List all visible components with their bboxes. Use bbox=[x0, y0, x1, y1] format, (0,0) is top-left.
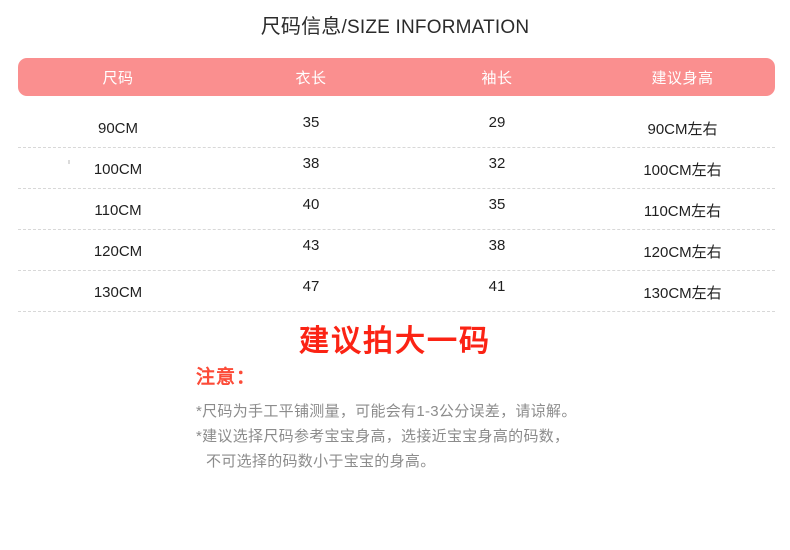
page-title: 尺码信息/SIZE INFORMATION bbox=[0, 14, 790, 41]
table-header-row: 尺码 衣长 袖长 建议身高 bbox=[18, 58, 775, 96]
column-header-length: 衣长 bbox=[295, 69, 327, 87]
notice-line-size-guide: *建议选择尺码参考宝宝身高，选接近宝宝身高的码数， bbox=[196, 428, 570, 445]
cell-sleeve: 41 bbox=[488, 277, 506, 295]
cell-height: 100CM左右 bbox=[643, 161, 722, 179]
column-header-sleeve: 袖长 bbox=[481, 69, 513, 87]
table-row: 90CM 35 29 90CM左右 bbox=[18, 107, 775, 148]
table-row: 100CM 38 32 100CM左右 bbox=[18, 148, 775, 189]
column-header-size: 尺码 bbox=[102, 69, 134, 87]
page-title-en: SIZE INFORMATION bbox=[347, 17, 530, 38]
cell-size: 120CM bbox=[93, 242, 143, 260]
cell-size: 130CM bbox=[93, 283, 143, 301]
cell-length: 38 bbox=[302, 154, 320, 172]
header-gap bbox=[18, 96, 775, 97]
size-up-recommendation: 建议拍大一码 bbox=[299, 325, 491, 358]
cell-length: 43 bbox=[302, 236, 320, 254]
cell-height: 110CM左右 bbox=[643, 202, 722, 220]
size-information-table: 尺码 衣长 袖长 建议身高 90CM 35 29 90CM左右 100CM 38… bbox=[18, 58, 775, 312]
page-title-cn: 尺码信息 bbox=[260, 16, 342, 38]
cell-size: 90CM bbox=[97, 119, 138, 137]
cell-height: 130CM左右 bbox=[643, 284, 722, 302]
cell-sleeve: 38 bbox=[488, 236, 506, 254]
cell-sleeve: 29 bbox=[488, 113, 506, 131]
table-row: 110CM 40 35 110CM左右 bbox=[18, 189, 775, 230]
notice-title: 注意： bbox=[196, 367, 257, 388]
cell-length: 47 bbox=[302, 277, 320, 295]
notice-block: 注意： *尺码为手工平铺测量，可能会有1-3公分误差，请谅解。 *建议选择尺码参… bbox=[196, 362, 636, 474]
scan-artifact bbox=[68, 160, 70, 164]
notice-line-measurement: *尺码为手工平铺测量，可能会有1-3公分误差，请谅解。 bbox=[196, 403, 577, 420]
page-title-separator: / bbox=[341, 17, 347, 38]
cell-size: 110CM bbox=[94, 201, 142, 219]
cell-length: 40 bbox=[302, 195, 320, 213]
cell-height: 90CM左右 bbox=[647, 120, 718, 138]
cell-sleeve: 35 bbox=[488, 195, 506, 213]
column-header-height: 建议身高 bbox=[651, 69, 714, 87]
cell-sleeve: 32 bbox=[488, 154, 506, 172]
cell-size: 100CM bbox=[93, 160, 143, 178]
cell-height: 120CM左右 bbox=[643, 243, 722, 261]
table-row: 120CM 43 38 120CM左右 bbox=[18, 230, 775, 271]
notice-line-size-guide-cont: 不可选择的码数小于宝宝的身高。 bbox=[206, 453, 436, 470]
table-row: 130CM 47 41 130CM左右 bbox=[18, 271, 775, 312]
cell-length: 35 bbox=[302, 113, 320, 131]
